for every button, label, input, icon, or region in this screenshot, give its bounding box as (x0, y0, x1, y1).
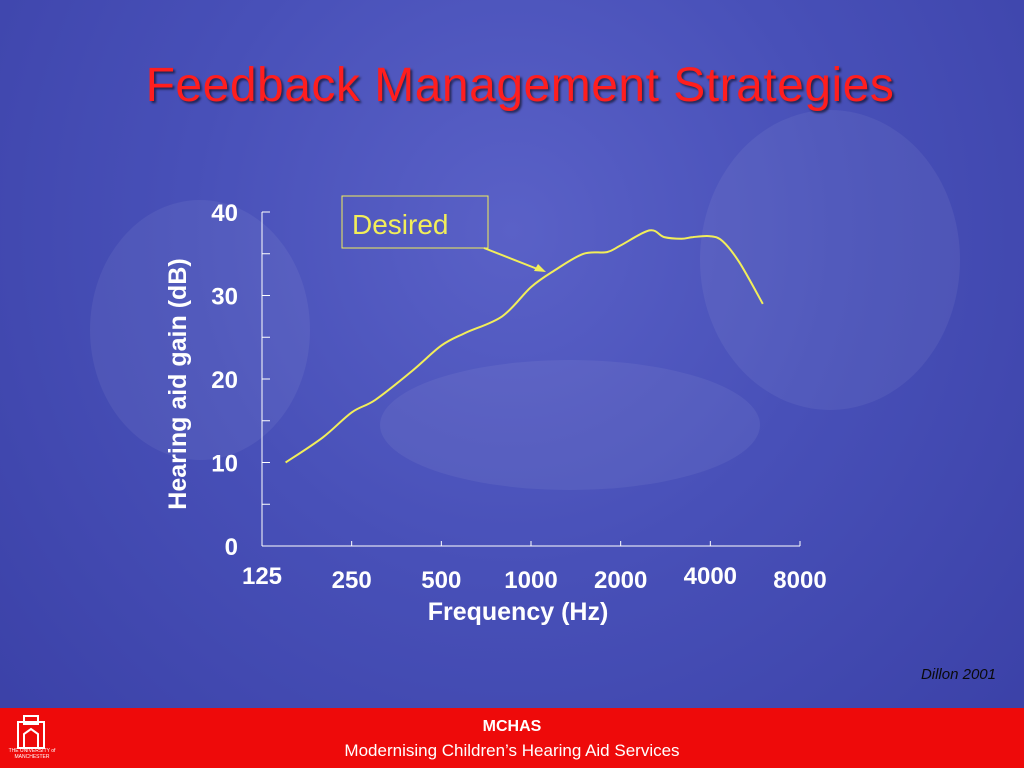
background-shape (700, 110, 960, 410)
x-tick-label: 250 (332, 567, 372, 594)
x-tick-label: 8000 (773, 567, 826, 594)
desired-callout-label: Desired (352, 209, 448, 240)
gain-chart: 0 10 20 30 40 125 250 500 1000 2000 4000 8000 Desir… (164, 195, 826, 626)
university-name: THE UNIVERSITY of MANCHESTER (8, 748, 56, 760)
chart-axes (261, 211, 801, 547)
background-shape (380, 360, 760, 490)
callout-arrowhead (534, 264, 546, 272)
background-shape (90, 200, 310, 460)
footer-bar: THE UNIVERSITY of MANCHESTER MCHAS Moder… (0, 708, 1024, 768)
source-citation: Dillon 2001 (920, 666, 996, 683)
x-tick-label: 2000 (594, 567, 647, 594)
slide-title: Feedback Management Strategies (145, 59, 895, 112)
callout-arrow (483, 247, 541, 271)
y-tick-label: 30 (211, 284, 238, 311)
footer-subtitle: Modernising Children’s Hearing Aid Servi… (344, 741, 680, 760)
y-axis-label: Hearing aid gain (dB) (164, 258, 192, 509)
y-tick-label: 10 (211, 451, 238, 478)
y-tick-label: 20 (211, 367, 238, 394)
y-tick-label: 40 (211, 200, 238, 227)
x-tick-label: 125 (242, 563, 282, 590)
x-tick-label: 500 (421, 567, 461, 594)
y-tick-label: 0 (225, 534, 238, 561)
university-crest-icon (17, 715, 45, 749)
footer-title: MCHAS (482, 718, 542, 735)
desired-gain-line (285, 229, 764, 464)
x-axis-label: Frequency (Hz) (428, 598, 609, 626)
x-tick-label: 1000 (504, 567, 557, 594)
desired-callout-box (341, 195, 489, 249)
tick-labels: 0 10 20 30 40 125 250 500 1000 2000 4000 8000 (211, 200, 826, 594)
x-tick-label: 4000 (684, 563, 737, 590)
